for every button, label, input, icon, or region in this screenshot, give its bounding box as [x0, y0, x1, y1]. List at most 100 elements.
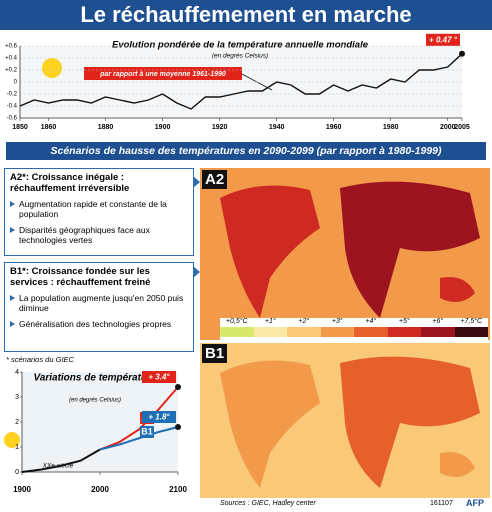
- value-label: + 1.8°: [148, 413, 170, 422]
- map-land: [340, 181, 480, 318]
- x-tick-label: 1900: [155, 124, 171, 131]
- line: [21, 448, 101, 473]
- chart-projection: Variations de température (en degrés Cel…: [4, 369, 187, 494]
- legend-label: +1°: [264, 318, 276, 325]
- map-label: A2: [202, 170, 228, 189]
- scenario-a2: A2*: Croissance inégale : réchauffement …: [4, 168, 194, 256]
- map-land: [440, 277, 475, 302]
- x-tick-label: 1860: [41, 124, 57, 131]
- annotation: par rapport à une moyenne 1961-1990: [99, 71, 226, 78]
- legend-item: +4°: [354, 318, 388, 340]
- scenario-bullet: Augmentation rapide et constante de la p…: [10, 199, 188, 219]
- x-tick-label: 1940: [269, 124, 285, 131]
- end-dot: [175, 424, 181, 430]
- x-tick-label: 2000: [440, 124, 456, 131]
- legend-item: +0,5°C: [220, 318, 254, 340]
- legend-label: B1: [141, 426, 153, 436]
- line: [19, 53, 463, 110]
- line: [99, 426, 179, 451]
- footnote: * scénarios du GIEC: [6, 355, 74, 364]
- value-label-box: [426, 33, 460, 46]
- chart-title: Evolution pondérée de la température ann…: [112, 40, 369, 51]
- value-label-box: [142, 411, 176, 423]
- legend-swatch: [421, 327, 455, 337]
- legend-label: +6°: [432, 318, 444, 325]
- legend-item: +6°: [421, 318, 455, 340]
- x-tick-label: 2005: [454, 124, 470, 131]
- y-tick-label: 3: [15, 394, 19, 401]
- chart-global-temp: Evolution pondérée de la température ann…: [5, 33, 470, 131]
- end-dot: [459, 50, 465, 57]
- x-tick-label: 2100: [169, 485, 187, 494]
- scenario-bullet: Disparités géographiques face aux techno…: [10, 225, 188, 245]
- scenario-bullet: La population augmente jusqu'en 2050 pui…: [10, 293, 188, 313]
- legend-swatch: [454, 327, 488, 337]
- x-tick-label: 1880: [98, 124, 114, 131]
- y-tick-label: +0.6: [5, 44, 18, 50]
- source: Sources : GIEC, Hadley center: [220, 500, 316, 507]
- legend-swatch: [354, 327, 388, 337]
- legend-label: +3°: [331, 318, 343, 325]
- map-land: [340, 356, 480, 488]
- scenario-heading: A2*: Croissance inégale : réchauffement …: [10, 172, 130, 194]
- end-dot: [175, 384, 181, 390]
- legend-label: +0,5°C: [225, 318, 248, 325]
- legend-label: +2°: [298, 318, 310, 325]
- map-land: [220, 185, 320, 318]
- scenario-bullet: Généralisation des technologies propres: [10, 319, 188, 329]
- legend-swatch: [140, 426, 154, 438]
- x-tick-label: 2000: [91, 485, 109, 494]
- annotation-box: [84, 67, 242, 80]
- maps: A2 B1 +0,5°C +1° +2° +3° +4° +5° +6° +7,5°C: [200, 168, 490, 498]
- sun-icon: [42, 58, 62, 78]
- map-art: [200, 168, 490, 498]
- y-tick-label: 0: [15, 469, 19, 476]
- map-label: B1: [202, 344, 228, 363]
- code: 161107: [430, 500, 453, 507]
- section-title: Scénarios de hausse des températures en …: [6, 142, 486, 160]
- y-tick-label: +0.4: [5, 56, 18, 62]
- header-title: Le réchauffemement en marche: [0, 0, 492, 30]
- y-tick-label: +0.2: [5, 68, 18, 74]
- scenario-heading: B1*: Croissance fondée sur les services …: [10, 266, 151, 288]
- chart-subtitle: (en degrés Celsius): [69, 398, 121, 404]
- legend-item: +2°: [287, 318, 321, 340]
- legend-swatch: [387, 327, 421, 337]
- legend-swatch: [320, 327, 354, 337]
- legend-label: +7,5°C: [460, 318, 483, 325]
- value-label: + 0.47 °: [429, 35, 458, 44]
- chart-title: Variations de température: [33, 373, 156, 384]
- legend-swatch: [287, 327, 321, 337]
- value-label: + 3.4°: [148, 373, 170, 382]
- y-tick-label: 4: [15, 369, 19, 376]
- y-tick-label: 1: [15, 444, 19, 451]
- y-tick-label: -0.2: [7, 92, 18, 98]
- line: [99, 386, 179, 451]
- y-tick-label: -0.4: [7, 104, 18, 110]
- legend-swatch: [253, 327, 287, 337]
- y-tick-label: 0: [14, 80, 18, 86]
- legend-item: +1°: [253, 318, 287, 340]
- map-legend: +0,5°C +1° +2° +3° +4° +5° +6° +7,5°C: [220, 318, 488, 340]
- map-land: [220, 360, 320, 488]
- sun-icon: [4, 432, 20, 448]
- scenario-b1: B1*: Croissance fondée sur les services …: [4, 262, 194, 352]
- x-tick-label: 1980: [383, 124, 399, 131]
- legend-item: +5°: [387, 318, 421, 340]
- x-tick-label: 1900: [13, 485, 31, 494]
- agency: AFP: [466, 498, 484, 508]
- legend-label: +4°: [365, 318, 377, 325]
- legend-label: +5°: [398, 318, 410, 325]
- map-land: [440, 452, 475, 477]
- legend-swatch: [220, 327, 254, 337]
- value-label-box: [142, 371, 176, 383]
- x-tick-label: 1960: [326, 124, 342, 131]
- x-tick-label: 1920: [212, 124, 228, 131]
- legend-item: +3°: [320, 318, 354, 340]
- x-tick-label: 1850: [12, 124, 28, 131]
- y-tick-label: -0.6: [7, 116, 18, 122]
- arrow: [193, 176, 200, 188]
- legend-item: +7,5°C: [454, 318, 488, 340]
- chart-subtitle: (en degrés Celsius): [212, 53, 268, 60]
